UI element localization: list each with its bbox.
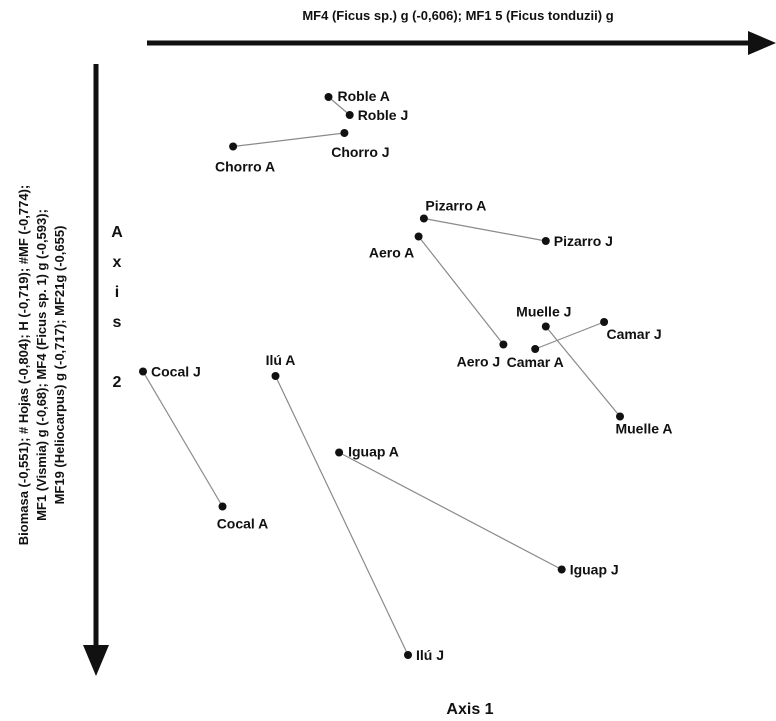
point-ilu-j [404,651,412,659]
pair-line-cocal-j-cocal-a [142,371,224,507]
point-label-cocal-a: Cocal A [217,516,269,532]
pair-lines [142,96,621,656]
pair-line-roble-a-roble-j [328,96,351,116]
point-label-chorro-a: Chorro A [215,159,275,175]
point-label-cocal-j: Cocal J [151,364,201,380]
point-label-aero-a: Aero A [369,245,414,261]
point-label-aero-j: Aero J [457,354,501,370]
axis2-loadings-line-2: MF1 (Vismia) g (-0,68); MF4 (Ficus sp. 1… [34,209,49,521]
point-chorro-a [229,142,238,151]
point-label-chorro-j: Chorro J [331,144,389,160]
pair-line-muelle-j-muelle-a [545,326,621,417]
pair-line-camar-j-camar-a [534,321,605,350]
point-aero-j [499,340,508,349]
point-muelle-j [541,322,550,331]
axis2-loadings-label: Biomasa (-0,551); # Hojas (-0,804); H (-… [16,185,67,546]
axis2-letter: x [113,254,122,271]
point-label-iguap-j: Iguap J [570,562,619,578]
axis2-letter: s [113,314,122,331]
point-roble-a [324,93,333,101]
axis2-stacked-label: A x i s 2 [111,224,123,391]
axis2-letter: i [115,284,119,301]
axis1-loadings-label: MF4 (Ficus sp.) g (-0,606); MF1 5 (Ficus… [302,8,613,23]
pair-line-aero-a-aero-j [418,236,504,345]
point-aero-a [414,232,423,241]
point-chorro-j [340,129,349,137]
point-label-ilu-j: Ilú J [416,647,444,663]
point-muelle-a [616,412,624,421]
point-iguap-a [335,448,344,457]
point-roble-j [345,111,354,119]
point-label-muelle-a: Muelle A [615,421,672,437]
pair-line-iguap-a-iguap-j [338,451,562,571]
axis2-arrow [83,64,109,676]
point-label-pizarro-a: Pizarro A [425,198,486,214]
point-cocal-j [139,367,147,376]
point-label-iguap-a: Iguap A [348,444,399,460]
point-label-muelle-j: Muelle J [516,304,571,320]
axis2-loadings-line-3: MF19 (Heliocarpus) g (-0,717); MF21g (-0… [52,226,67,505]
point-pizarro-j [541,237,550,245]
point-label-ilu-a: Ilú A [266,352,296,368]
point-ilu-a [271,372,280,380]
point-iguap-j [557,565,566,574]
pair-line-chorro-a-chorro-j [233,132,345,148]
pair-line-ilu-a-ilu-j [274,375,409,656]
axis1-arrow [147,31,776,55]
axis2-loadings-line-1: Biomasa (-0,551); # Hojas (-0,804); H (-… [16,185,31,546]
data-points [139,93,624,659]
axis2-letter: A [111,224,123,241]
point-label-camar-a: Camar A [507,354,564,370]
point-label-pizarro-j: Pizarro J [554,233,613,249]
point-cocal-a [218,502,227,511]
point-label-roble-j: Roble J [358,107,409,123]
axis2-letter: 2 [113,374,122,391]
point-camar-j [600,318,609,326]
point-label-camar-j: Camar J [606,326,661,342]
point-pizarro-a [419,214,428,223]
point-camar-a [531,345,540,353]
axis1-title: Axis 1 [446,701,493,718]
point-label-roble-a: Roble A [338,88,390,104]
pair-line-pizarro-a-pizarro-j [423,217,546,242]
point-labels: Roble A Roble J Chorro A Chorro J Pizarro A P… [151,88,673,663]
